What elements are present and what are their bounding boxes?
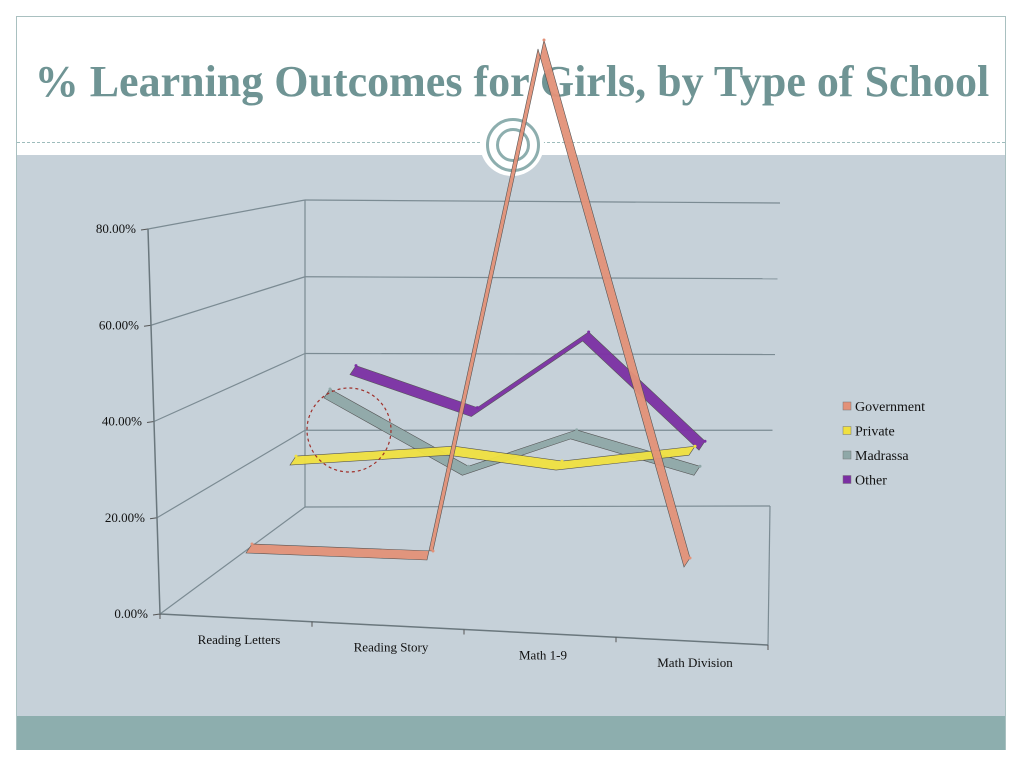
data-point [431, 549, 435, 553]
back-wall-gridline [304, 199, 781, 204]
annotation-circle [306, 387, 392, 473]
data-point [328, 387, 332, 391]
data-point [354, 364, 358, 368]
legend-swatch [842, 475, 852, 484]
data-point [294, 454, 298, 458]
x-tick-label: Reading Story [354, 640, 429, 655]
y-tick-mark [149, 517, 158, 520]
data-point [703, 439, 707, 443]
back-wall-gridline [304, 352, 776, 356]
x-tick-label: Math Division [657, 655, 733, 670]
floor-right-edge [767, 505, 771, 646]
y-tick-label: 40.00% [102, 414, 142, 429]
y-tick-mark [140, 228, 149, 231]
legend-label: Other [855, 474, 887, 489]
series-ribbon [349, 331, 706, 451]
side-wall-gridline [159, 506, 306, 615]
back-wall-gridline [304, 505, 771, 508]
side-wall-gridline [150, 276, 306, 326]
legend-label: Madrassa [855, 449, 909, 464]
side-wall-gridline [156, 429, 306, 519]
chart-legend: Government Private Madrassa Other [842, 400, 925, 489]
y-axis-line [147, 228, 161, 615]
legend-label: Government [855, 400, 925, 415]
series-other [349, 330, 707, 451]
y-tick-label: 0.00% [114, 606, 148, 621]
circle-ornament-icon [480, 112, 544, 176]
data-point [698, 464, 702, 468]
y-tick-label: 20.00% [105, 510, 145, 525]
series-ribbon [245, 39, 691, 568]
data-point [475, 406, 479, 410]
y-tick-mark [146, 421, 155, 423]
legend-swatch [842, 450, 852, 460]
data-point [693, 444, 697, 448]
data-point [575, 428, 579, 432]
legend-label: Private [855, 425, 895, 440]
slide-title: % Learning Outcomes for Girls, by Type o… [34, 57, 990, 106]
series-private [289, 444, 697, 471]
footer-band [17, 716, 1005, 750]
back-wall-gridline [304, 276, 778, 280]
y-tick-mark [152, 613, 161, 616]
series-government [245, 38, 692, 568]
data-point [560, 459, 564, 463]
chart-series [245, 38, 707, 568]
data-point [250, 542, 254, 546]
y-tick-mark [143, 324, 152, 327]
legend-swatch [842, 401, 852, 411]
x-axis-ticks: Reading Letters Reading Story Math 1-9 Math… [159, 614, 769, 670]
x-tick-label: Reading Letters [198, 632, 281, 647]
side-wall-gridline [147, 199, 306, 230]
data-point [542, 38, 546, 42]
legend-swatch [842, 426, 852, 435]
series-ribbon [289, 445, 696, 471]
y-tick-label: 80.00% [96, 221, 136, 236]
chart-panel [17, 155, 1005, 717]
data-point [466, 464, 470, 468]
side-wall-gridline [153, 352, 306, 423]
y-tick-label: 60.00% [99, 317, 139, 332]
data-point [688, 556, 692, 560]
data-point [587, 330, 591, 334]
x-tick-label: Math 1-9 [519, 647, 567, 662]
y-axis-ticks: 0.00% 20.00% 40.00% 60.00% 80.00% [96, 221, 148, 621]
